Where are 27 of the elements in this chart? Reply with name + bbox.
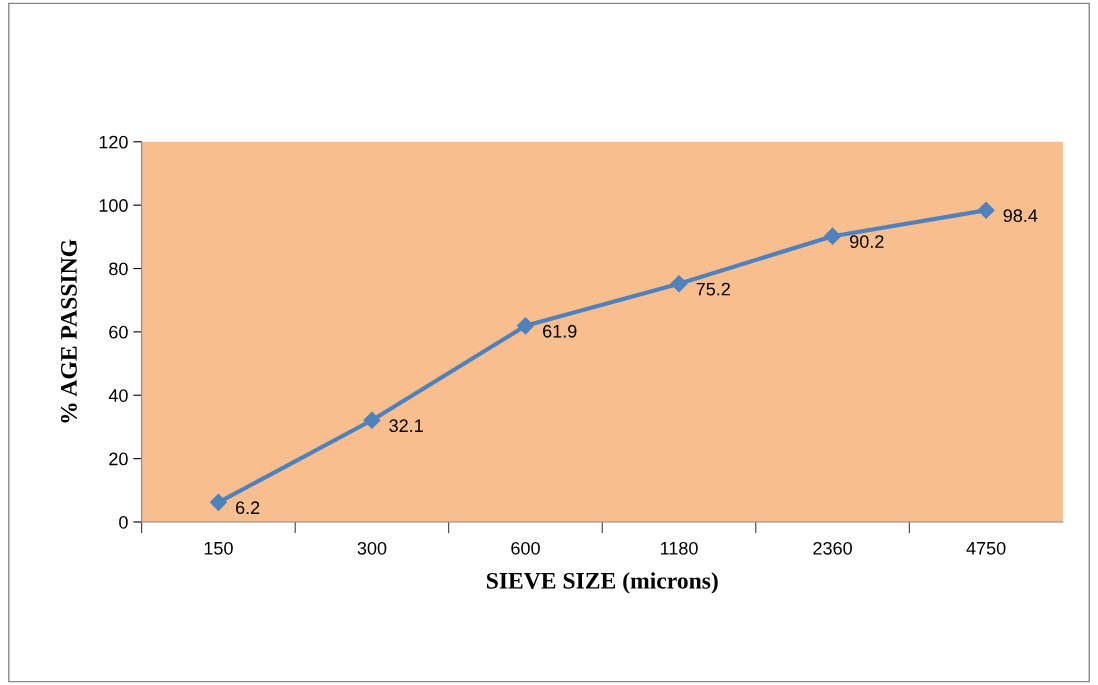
point (670, 275, 688, 293)
data-label: 75.2 (696, 282, 730, 296)
data-label: 90.2 (850, 235, 884, 248)
x-tick-label: 600 (511, 541, 540, 555)
point (516, 317, 535, 335)
point (977, 201, 995, 219)
y-tick-label: 0 (119, 515, 128, 529)
data-label: 6.2 (235, 501, 260, 515)
x-tick-label: 1180 (660, 541, 698, 555)
x-tick-label: 300 (357, 541, 387, 555)
data-label: 61.9 (543, 324, 577, 338)
y-axis-title: % AGE PASSING (60, 239, 77, 423)
y-tick-label: 60 (109, 325, 128, 339)
x-tick-label: 2360 (813, 541, 852, 555)
y-tick-label: 100 (99, 199, 128, 212)
point (824, 227, 842, 245)
x-tick-label: 4750 (966, 541, 1006, 555)
data-label: 98.4 (1003, 209, 1038, 223)
data-label: 32.1 (389, 419, 423, 433)
x-tick-label: 150 (204, 541, 233, 555)
y-tick-label: 40 (108, 389, 128, 402)
point (209, 493, 227, 511)
point (363, 411, 381, 429)
x-axis-title: SIEVE SIZE (microns) (486, 572, 718, 594)
y-tick-label: 80 (109, 262, 128, 276)
y-tick-label: 120 (99, 135, 128, 149)
y-tick-label: 20 (109, 452, 128, 466)
